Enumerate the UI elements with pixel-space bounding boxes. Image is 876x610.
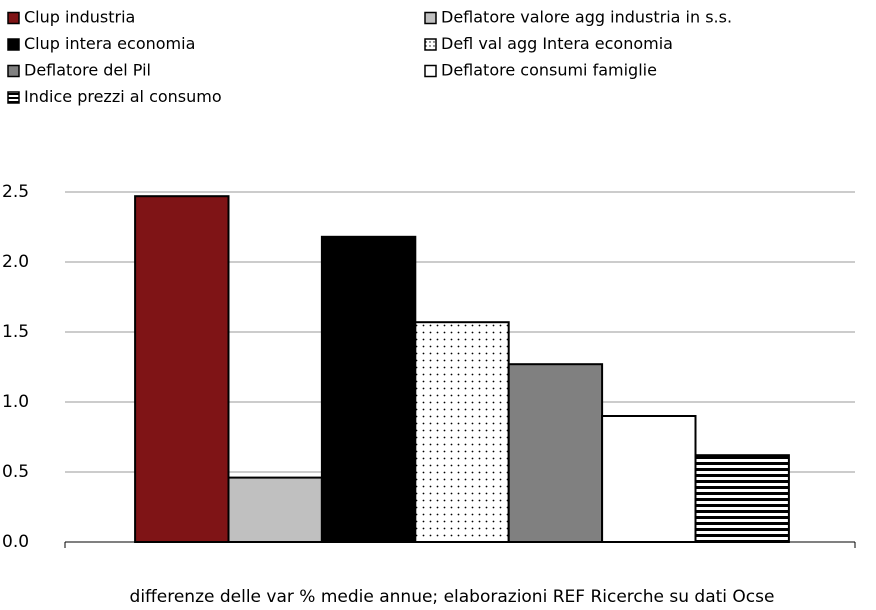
y-tick-label: 0.5 [2,462,29,482]
legend-label: Deflatore consumi famiglie [441,61,657,80]
y-tick-label: 2.5 [2,182,29,202]
legend-swatch [7,38,20,51]
legend-label: Deflatore valore agg industria in s.s. [441,8,732,27]
bar [414,321,510,544]
chart-note: differenze delle var % medie annue; elab… [130,587,775,607]
y-tick-label: 1.5 [2,322,29,342]
legend-swatch [424,64,437,78]
legend-swatch [424,38,437,51]
bar [320,235,417,544]
legend-label: Defl val agg Intera economia [441,34,673,53]
bar [694,454,790,544]
y-tick-label: 2.0 [2,252,29,272]
legend-swatch [7,11,20,25]
legend-swatch [7,64,20,78]
legend-label: Indice prezzi al consumo [24,87,222,106]
bar [507,363,604,544]
legend-swatch [424,11,437,25]
legend-label: Deflatore del Pil [24,61,151,80]
bar [227,476,323,544]
bar [134,195,230,543]
legend-label: Clup intera economia [24,34,195,53]
bar [601,415,697,543]
y-tick-label: 1.0 [2,392,29,412]
legend-label: Clup industria [24,8,135,27]
y-tick-label: 0.0 [2,532,29,552]
legend-swatch [7,91,20,104]
